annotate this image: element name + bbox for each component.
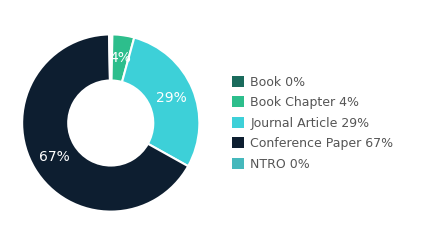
Wedge shape — [22, 34, 188, 212]
Wedge shape — [111, 34, 113, 80]
Text: 4%: 4% — [109, 51, 131, 65]
Text: 29%: 29% — [156, 91, 187, 105]
Text: 67%: 67% — [39, 150, 70, 164]
Wedge shape — [122, 38, 199, 166]
Legend: Book 0%, Book Chapter 4%, Journal Article 29%, Conference Paper 67%, NTRO 0%: Book 0%, Book Chapter 4%, Journal Articl… — [228, 72, 397, 174]
Wedge shape — [109, 34, 111, 80]
Wedge shape — [112, 34, 134, 82]
